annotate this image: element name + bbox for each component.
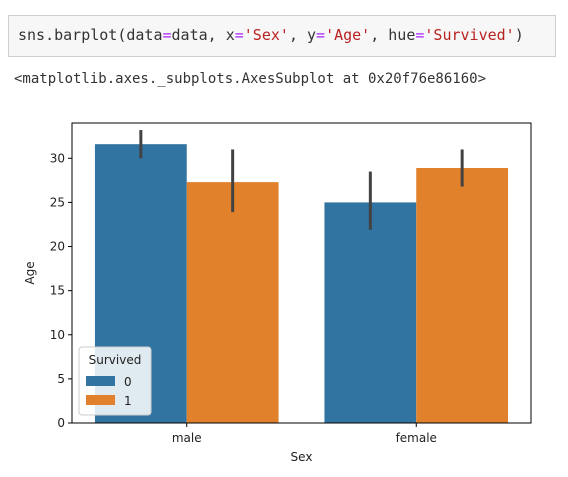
plot-frame (71, 122, 532, 424)
cell-output-text: <matplotlib.axes._subplots.AxesSubplot a… (14, 71, 487, 87)
y-tick-label: 30 (50, 151, 65, 165)
y-tick-label: 15 (50, 284, 65, 298)
bar-female-survived-1 (416, 168, 509, 423)
y-tick-label: 20 (50, 240, 65, 254)
y-tick-label: 25 (50, 195, 65, 209)
code-token: data, x (171, 26, 235, 44)
legend-swatch-survived-0 (86, 376, 115, 386)
bar-female-survived-0 (324, 202, 417, 423)
code-token: = (162, 26, 172, 44)
code-token: , hue (370, 26, 416, 44)
y-tick-label: 10 (50, 328, 65, 342)
legend-entry-label: 1 (124, 394, 132, 408)
code-line: sns.barplot(data=data, x='Sex', y='Age',… (18, 26, 524, 44)
code-token: ) (514, 26, 524, 44)
code-token: = (316, 26, 326, 44)
y-tick-label: 0 (57, 416, 65, 430)
y-axis-label: Age (23, 261, 37, 284)
barplot-chart: 0 5 10 15 20 25 30 male female Sex Age Survived 0 1 (23, 122, 532, 464)
code-token: sns.barplot(data (18, 26, 163, 44)
code-token: = (415, 26, 425, 44)
code-token: 'Age' (325, 26, 371, 44)
code-token: 'Survived' (424, 26, 515, 44)
legend-title: Survived (89, 353, 142, 367)
x-tick-label: male (172, 431, 202, 445)
code-input-cell[interactable]: sns.barplot(data=data, x='Sex', y='Age',… (8, 15, 556, 57)
legend-swatch-survived-1 (86, 395, 115, 405)
code-token: 'Sex' (243, 26, 289, 44)
code-token: = (234, 26, 244, 44)
x-tick-label: female (396, 431, 437, 445)
bar-male-survived-1 (186, 182, 279, 423)
code-token: , y (288, 26, 317, 44)
x-axis-label: Sex (291, 450, 313, 464)
legend-entry-label: 0 (124, 375, 132, 389)
y-tick-label: 5 (57, 372, 65, 386)
